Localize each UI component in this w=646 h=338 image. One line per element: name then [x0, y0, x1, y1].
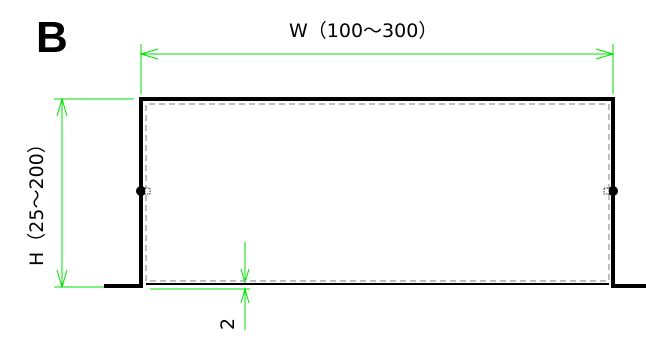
- joint-dot-right: [608, 186, 618, 196]
- thickness-arrow-lower: [240, 287, 250, 304]
- height-dimension: [54, 97, 134, 289]
- inner-dashed-outline: [145, 103, 610, 282]
- width-arrow-right: [595, 48, 615, 60]
- thickness-dimension: [150, 242, 250, 330]
- height-arrow-top: [56, 97, 68, 117]
- height-arrow-bottom: [56, 269, 68, 289]
- joint-marker-right: [603, 187, 610, 195]
- section-label: B: [36, 13, 68, 62]
- width-arrow-left: [139, 48, 159, 60]
- width-label: W（100～300）: [289, 20, 437, 42]
- joint-dot-left: [136, 186, 146, 196]
- joint-marker-left: [144, 187, 151, 195]
- width-dimension: [139, 44, 615, 94]
- thickness-label: 2: [217, 318, 239, 330]
- channel-profile-outline: [104, 97, 646, 288]
- height-label: H（25～200）: [26, 134, 48, 266]
